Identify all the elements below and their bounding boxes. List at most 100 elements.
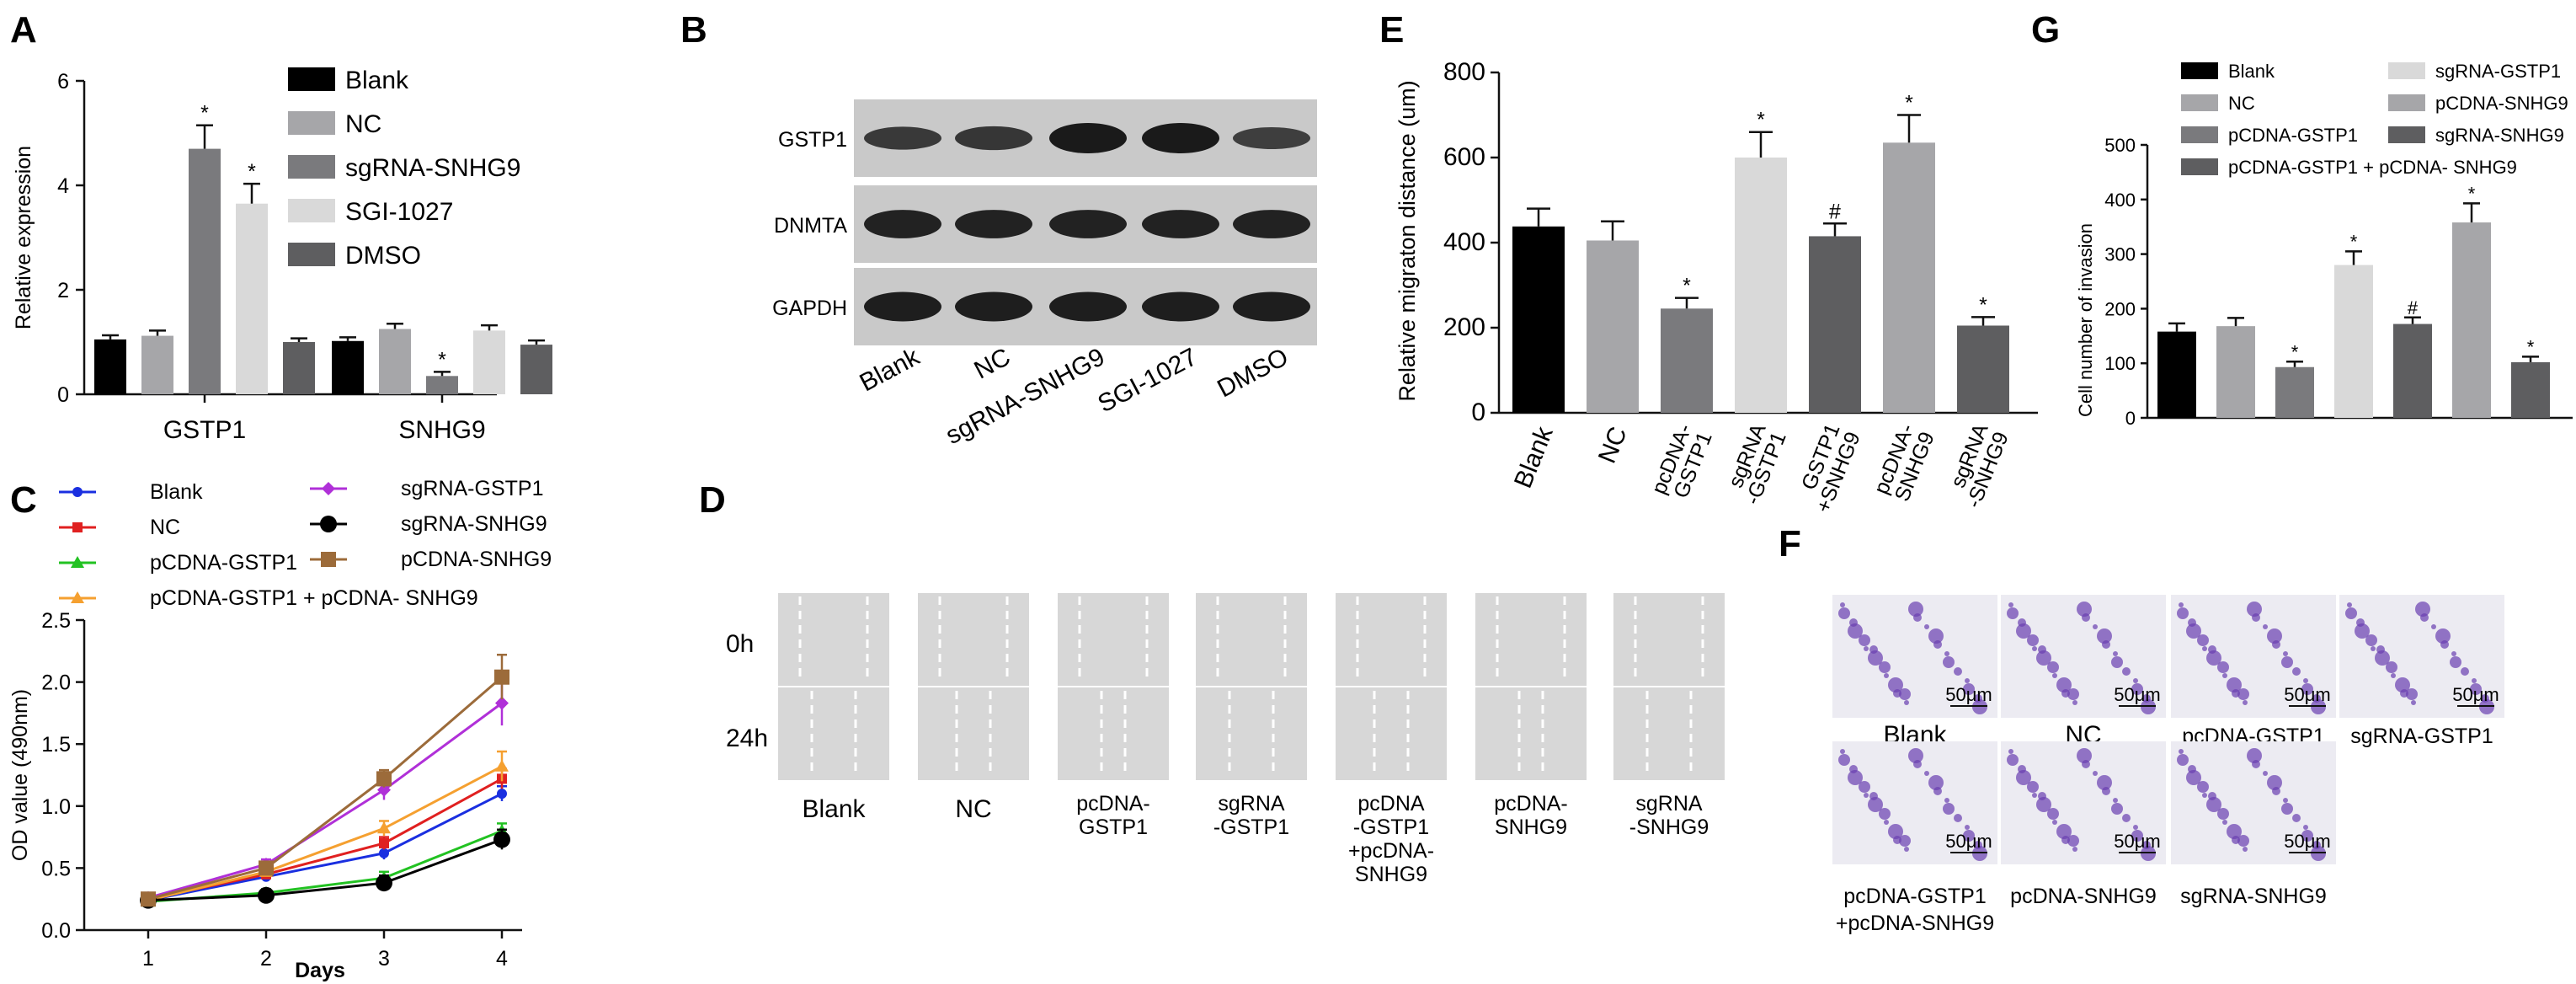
f-transwell-image-cell (2375, 650, 2390, 666)
g-y-axis-label: Cell number of invasion (2075, 223, 2096, 417)
d-scratch-image (1475, 687, 1587, 780)
f-transwell-image-cell (1943, 656, 1955, 668)
g-legend-label: NC (2228, 93, 2255, 114)
f-transwell-image-cell (1933, 640, 1942, 649)
a-ytick-label: 4 (57, 174, 69, 198)
a-bar (236, 203, 268, 394)
f-transwell-image-cell (2111, 656, 2123, 668)
f-transwell-image-cell (1954, 667, 1962, 676)
b-lane-label: Blank (856, 343, 925, 398)
b-band (1049, 123, 1127, 153)
a-bar (379, 329, 411, 394)
b-band (1049, 210, 1127, 238)
g-legend-label: pCDNA-GSTP1 (2228, 125, 2358, 146)
f-transwell-image-cell (2027, 781, 2039, 793)
f-transwell-image-cell (1840, 749, 1845, 754)
f-transwell-image-cell (2016, 770, 2031, 785)
d-lane-label: pcDNA- (1076, 792, 1150, 816)
c-legend-label: pCDNA-GSTP1 (150, 551, 297, 575)
g-sig-mark: * (2468, 183, 2476, 204)
panel-label-F: F (1779, 523, 1801, 564)
e-bar (1661, 308, 1713, 413)
f-transwell-image-cell (2267, 775, 2282, 790)
d-scratch-image (918, 687, 1029, 780)
g-legend-swatch (2181, 62, 2218, 79)
f-transwell-image-cell (1954, 814, 1962, 822)
a-bar (332, 340, 364, 394)
f-transwell-image-cell (2272, 787, 2280, 795)
d-scratch-image (778, 593, 889, 686)
a-bar (426, 376, 458, 394)
d-lane-label: -SNHG9 (1629, 816, 1709, 839)
c-y-axis-label: OD value (490nm) (8, 689, 32, 861)
f-transwell-image-cell (2097, 628, 2112, 644)
c-point (377, 821, 391, 834)
e-ytick-label: 600 (1443, 143, 1485, 171)
c-xtick-label: 3 (378, 947, 390, 971)
f-image-label: sgRNA-SNHG9 (2180, 885, 2327, 908)
panel-label-B: B (680, 9, 707, 51)
d-lane-label: sgRNA (1218, 792, 1285, 816)
c-point (258, 886, 275, 904)
g-legend-swatch (2181, 94, 2218, 111)
c-legend-label: pCDNA-GSTP1 + pCDNA- SNHG9 (150, 586, 478, 610)
f-transwell-image-cell (1893, 689, 1901, 698)
f-transwell-image-cell (2303, 678, 2308, 683)
f-transwell-image-cell (1928, 628, 1944, 644)
f-transwell-image-cell (2061, 836, 2070, 844)
f-transwell-image-cell (2036, 797, 2051, 812)
f-transwell-image-cell (2032, 793, 2037, 798)
f-transwell-image-cell (2395, 677, 2410, 693)
f-transwell-image-cell (1908, 602, 1923, 617)
g-bar (2334, 265, 2373, 418)
f-transwell-image-cell (2411, 700, 2416, 705)
a-sig-mark: * (438, 348, 446, 372)
g-bar (2452, 222, 2491, 418)
g-legend-swatch (2388, 62, 2425, 79)
b-lane-label: sgRNA-SNHG9 (941, 343, 1109, 450)
f-transwell-image-cell (2283, 651, 2288, 656)
f-transwell-image-cell (1888, 677, 1903, 693)
f-transwell-image-cell (1904, 847, 1909, 852)
a-bar (520, 345, 552, 394)
f-transwell-image-cell (2122, 667, 2131, 676)
a-ytick-label: 2 (57, 279, 69, 302)
c-ytick-label: 2.0 (41, 671, 71, 695)
f-transwell-image-cell (2292, 667, 2301, 676)
a-legend-label: sgRNA-SNHG9 (345, 154, 520, 182)
d-scratch-image (1613, 687, 1725, 780)
d-lane-label: GSTP1 (1079, 816, 1148, 839)
f-transwell-image-cell (2016, 623, 2031, 639)
f-transwell-image-cell (2093, 771, 2098, 776)
d-scratch-image (1613, 593, 1725, 686)
g-ytick-label: 400 (2104, 190, 2136, 211)
f-transwell-image-cell (1899, 688, 1911, 700)
f-transwell-image-cell (2206, 797, 2221, 812)
c-legend-label: sgRNA-GSTP1 (401, 477, 543, 500)
f-transwell-image-cell (2217, 808, 2229, 820)
c-legend-marker (71, 591, 84, 603)
f-transwell-image-cell (2431, 624, 2436, 629)
f-transwell-image-cell (1864, 646, 1869, 651)
c-point (377, 783, 391, 797)
f-transwell-image-cell (2082, 613, 2090, 622)
d-lane-label: -GSTP1 (1213, 816, 1289, 839)
c-point (495, 696, 509, 710)
b-band (1142, 123, 1219, 153)
f-transwell-image-cell (2406, 688, 2418, 700)
f-transwell-image-cell (1944, 651, 1949, 656)
f-transwell-image-cell (2303, 825, 2308, 830)
f-transwell-image-cell (2272, 640, 2280, 649)
c-legend-marker (322, 482, 335, 495)
c-xtick-label: 4 (496, 947, 508, 971)
f-transwell-image-cell (2217, 661, 2229, 673)
c-point (379, 848, 389, 858)
f-transwell-image-cell (2301, 683, 2313, 695)
f-transwell-image-scale-label: 50μm (2284, 831, 2330, 852)
c-legend-label: sgRNA-SNHG9 (401, 512, 547, 536)
f-transwell-image-cell (1933, 787, 1942, 795)
f-transwell-image-cell (2067, 835, 2079, 847)
panel-label-D: D (699, 479, 726, 521)
b-lane-label: SGI-1027 (1093, 343, 1202, 418)
b-band (1142, 291, 1219, 322)
